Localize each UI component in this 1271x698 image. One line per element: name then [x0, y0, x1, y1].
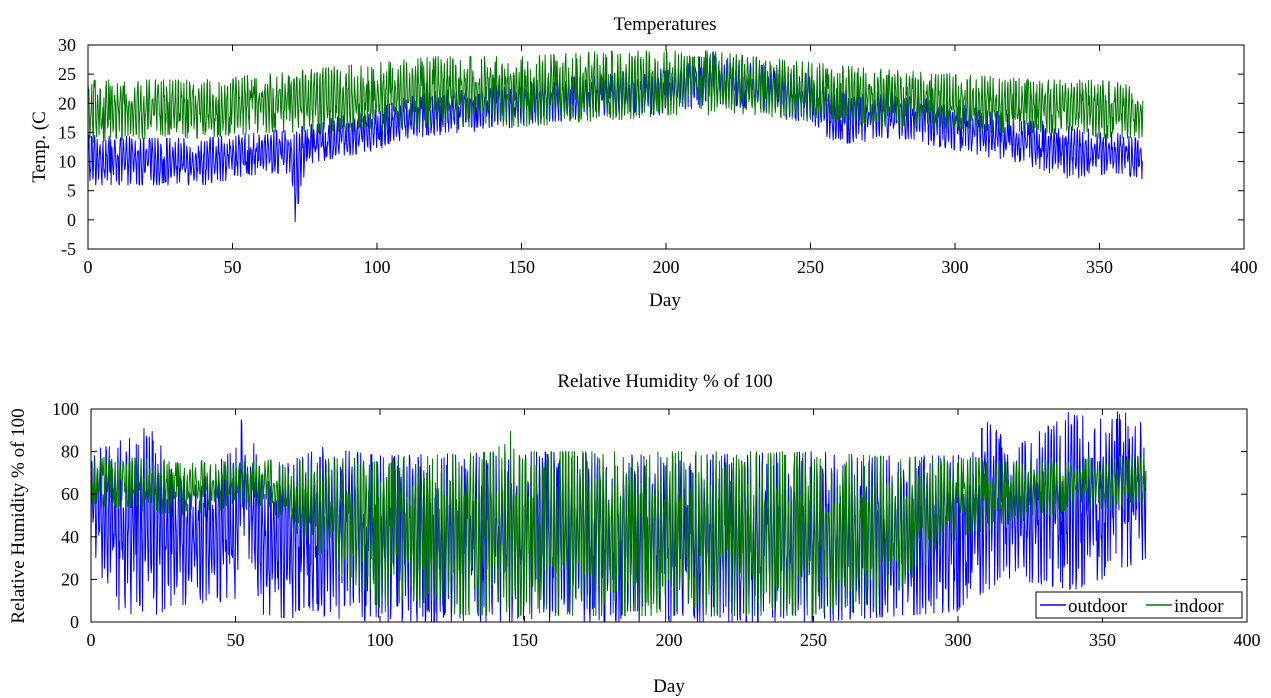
x-tick-label: 300 [942, 257, 969, 277]
x-tick-label: 250 [797, 257, 824, 277]
x-tick-label: 200 [656, 630, 683, 650]
humidity-y-axis-title: Relative Humidity % of 100 [8, 408, 29, 623]
x-tick-label: 0 [87, 630, 96, 650]
temperature-y-axis-title: Temp. (C [29, 111, 50, 183]
x-tick-label: 150 [511, 630, 538, 650]
y-tick-label: 60 [61, 484, 79, 504]
y-tick-label: 80 [61, 442, 79, 462]
humidity-x-axis-title: Day [653, 676, 685, 697]
x-tick-label: 50 [227, 630, 245, 650]
temperature-chart: Temperatures 0 50 100 150 200 250 300 350 400-50… [29, 14, 1258, 311]
y-tick-label: 20 [58, 93, 76, 113]
series-line-indoor-chart0 [87, 50, 1144, 144]
humidity-series-group [90, 411, 1147, 623]
humidity-chart-title: Relative Humidity % of 100 [557, 371, 772, 392]
y-tick-label: -5 [61, 239, 76, 259]
x-tick-label: 350 [1089, 630, 1116, 650]
y-tick-label: 40 [61, 527, 79, 547]
x-tick-label: 300 [945, 630, 972, 650]
x-tick-label: 200 [653, 257, 680, 277]
y-tick-label: 0 [67, 210, 76, 230]
legend-label-indoor: indoor [1174, 596, 1224, 617]
y-tick-label: 20 [61, 569, 79, 589]
y-tick-label: 0 [70, 612, 79, 632]
legend-box [1035, 591, 1243, 619]
temperature-x-axis-title: Day [649, 290, 681, 311]
x-tick-label: 250 [800, 630, 827, 650]
series-line-indoor-chart1 [90, 430, 1147, 617]
y-tick-label: 30 [58, 35, 76, 55]
x-tick-label: 100 [364, 257, 391, 277]
y-tick-label: 10 [58, 152, 76, 172]
temperature-series-group [87, 50, 1144, 223]
y-tick-label: 25 [58, 64, 76, 84]
x-tick-label: 150 [508, 257, 535, 277]
y-tick-label: 100 [52, 399, 79, 419]
x-tick-label: 50 [224, 257, 242, 277]
x-tick-label: 350 [1086, 257, 1113, 277]
humidity-legend: outdoor indoor [1035, 591, 1243, 619]
x-tick-label: 0 [84, 257, 93, 277]
temperature-chart-title: Temperatures [613, 14, 716, 35]
x-tick-label: 400 [1231, 257, 1258, 277]
y-tick-label: 15 [58, 122, 76, 142]
humidity-ticks: 0 50 100 150 200 250 300 350 400 0 20 40 60 80 100 [52, 399, 1261, 650]
legend-label-outdoor: outdoor [1068, 596, 1128, 617]
temperature-ticks: 0 50 100 150 200 250 300 350 400 -5 0 5 10 15 20 25 30 [58, 35, 1258, 277]
y-tick-label: 5 [67, 181, 76, 201]
x-tick-label: 100 [367, 630, 394, 650]
humidity-chart: Relative Humidity % of 100 0 50 100 150 200 2… [8, 371, 1261, 697]
x-tick-label: 400 [1234, 630, 1261, 650]
